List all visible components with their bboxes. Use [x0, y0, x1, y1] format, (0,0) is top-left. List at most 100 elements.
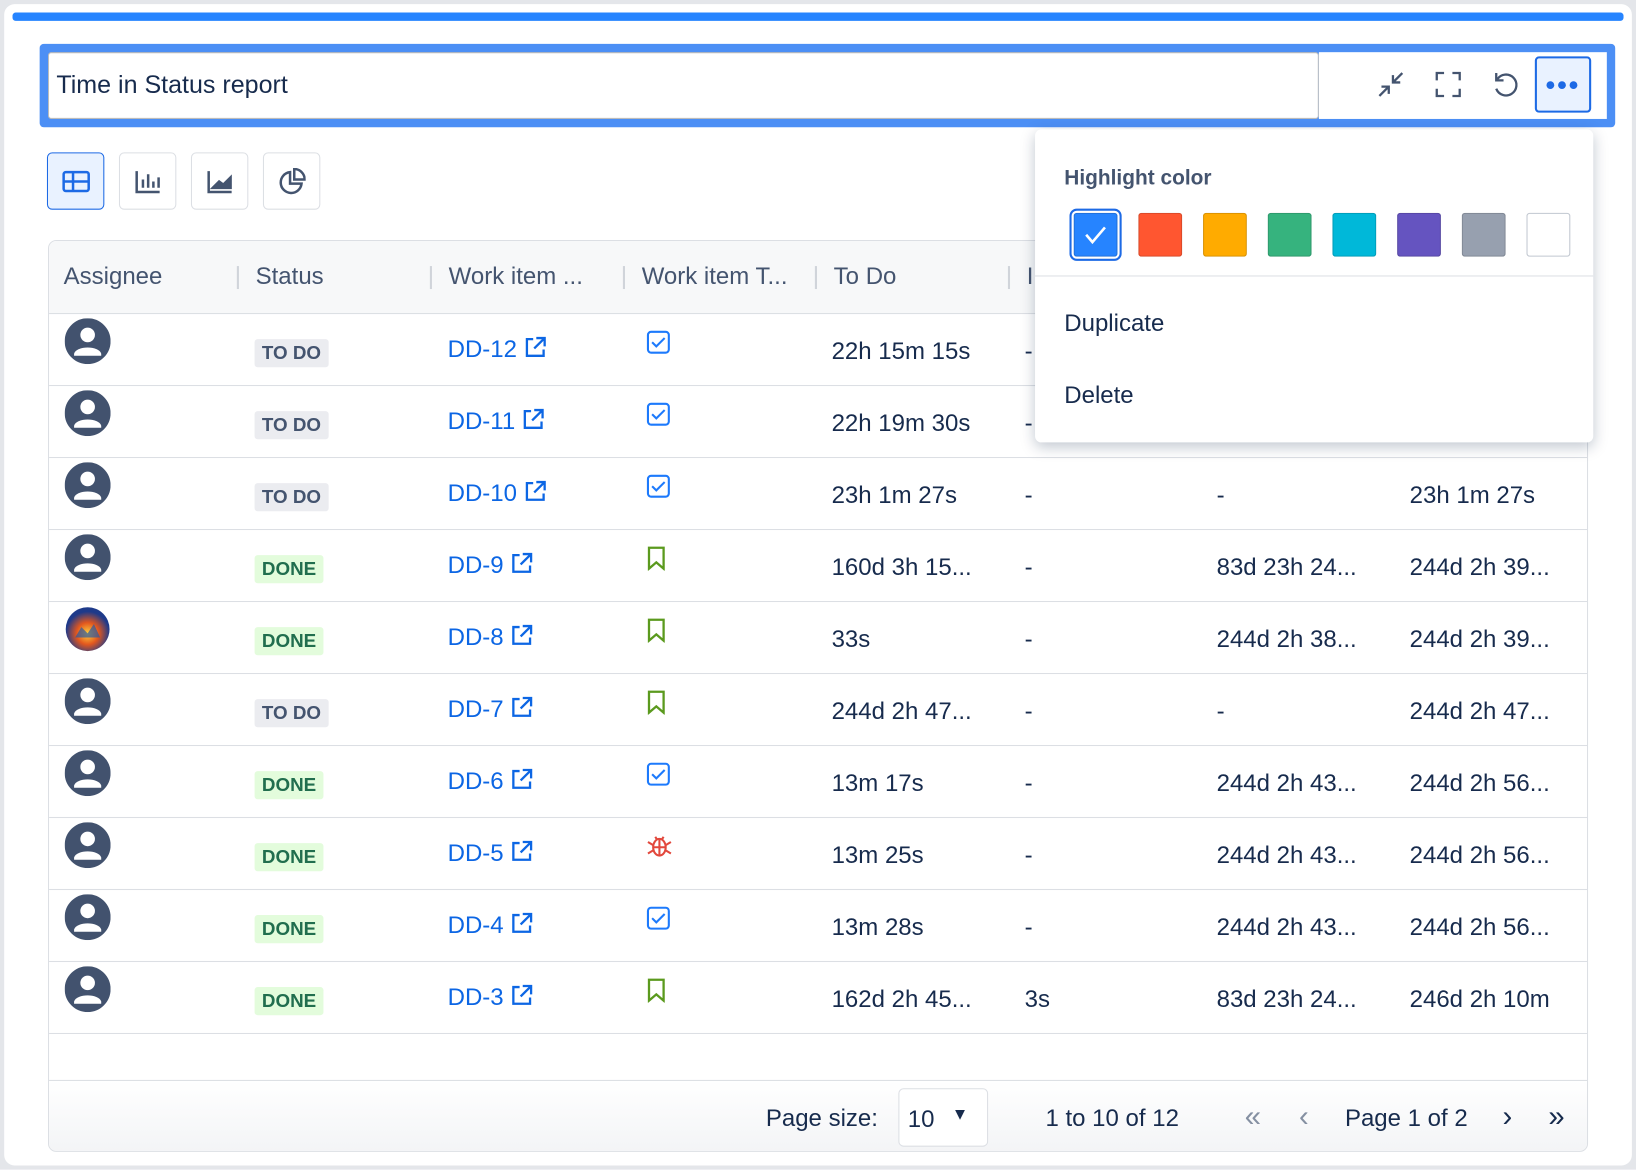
work-item-link[interactable]: DD-11 — [448, 407, 545, 435]
time-cell: 162d 2h 45... — [831, 984, 972, 1013]
area-chart-view-button[interactable] — [190, 152, 249, 210]
next-page-icon[interactable]: › — [1502, 1099, 1513, 1133]
work-item-link[interactable]: DD-12 — [448, 335, 547, 363]
fullscreen-icon[interactable] — [1420, 56, 1476, 112]
external-link-icon — [523, 408, 544, 429]
highlight-color-swatch[interactable] — [1138, 212, 1183, 257]
work-item-key: DD-4 — [447, 910, 504, 939]
highlight-color-label: Highlight color — [1064, 166, 1212, 190]
column-resize-handle[interactable] — [236, 266, 239, 290]
time-cell: - — [1024, 624, 1033, 653]
accent-bar — [12, 12, 1624, 21]
work-item-link[interactable]: DD-4 — [448, 911, 534, 939]
task-type-icon — [646, 906, 671, 936]
work-item-link[interactable]: DD-5 — [448, 839, 534, 867]
highlight-color-swatch[interactable] — [1203, 212, 1247, 257]
column-header[interactable]: Work item T... — [641, 261, 788, 290]
bar-chart-view-button[interactable] — [118, 152, 177, 210]
column-resize-handle[interactable] — [429, 266, 432, 290]
work-item-link[interactable]: DD-9 — [448, 551, 534, 579]
time-cell: - — [1216, 696, 1225, 725]
avatar — [64, 894, 111, 945]
time-cell: 23h 1m 27s — [831, 481, 958, 509]
refresh-icon[interactable] — [1477, 56, 1533, 112]
time-cell: 244d 2h 43... — [1216, 840, 1357, 869]
pie-chart-view-button[interactable] — [262, 152, 321, 210]
menu-item-duplicate[interactable]: Duplicate — [1064, 308, 1165, 336]
previous-page-icon[interactable]: ‹ — [1299, 1099, 1309, 1133]
column-header[interactable]: Status — [255, 261, 324, 290]
column-resize-handle[interactable] — [622, 266, 625, 290]
work-item-key: DD-8 — [447, 622, 504, 651]
table-row: DONE DD-9 160d 3h 15... - 83d 23h 24... 244d… — [49, 530, 1588, 603]
external-link-icon — [525, 336, 546, 357]
task-type-icon — [646, 762, 671, 792]
table-row: DONE DD-3 162d 2h 45... 3s 83d 23h 24... 246… — [49, 962, 1588, 1035]
avatar — [64, 750, 111, 801]
column-header[interactable]: Work item ... — [448, 261, 583, 290]
highlight-color-swatch[interactable] — [1073, 212, 1118, 257]
first-page-icon[interactable]: « — [1244, 1099, 1262, 1133]
time-cell: 160d 3h 15... — [831, 553, 972, 581]
time-cell: - — [1024, 409, 1033, 437]
external-link-icon — [512, 768, 533, 789]
highlight-color-swatch[interactable] — [1397, 212, 1441, 257]
highlight-color-swatch[interactable] — [1526, 212, 1571, 257]
work-item-link[interactable]: DD-10 — [448, 479, 547, 507]
bug-type-icon — [646, 834, 673, 864]
highlight-color-swatch[interactable] — [1461, 212, 1506, 257]
last-page-icon[interactable]: » — [1548, 1099, 1565, 1133]
avatar — [64, 966, 111, 1017]
work-item-key: DD-5 — [447, 838, 504, 867]
check-icon — [1085, 226, 1106, 245]
external-link-icon — [512, 696, 533, 717]
work-item-link[interactable]: DD-3 — [448, 983, 534, 1011]
page-size-select[interactable]: 10 ▼ — [898, 1088, 989, 1147]
work-item-key: DD-7 — [447, 694, 504, 723]
time-cell: 244d 2h 56... — [1409, 912, 1550, 941]
external-link-icon — [512, 840, 533, 861]
area-chart-icon — [206, 170, 232, 193]
task-type-icon — [646, 330, 671, 360]
more-options-button[interactable]: ••• — [1534, 56, 1592, 113]
title-toolbar: ••• — [1318, 52, 1607, 119]
time-cell: 13m 28s — [831, 912, 924, 941]
story-type-icon — [646, 546, 667, 576]
column-resize-handle[interactable] — [1007, 266, 1011, 290]
column-header[interactable]: Assignee — [63, 261, 163, 290]
time-cell: - — [1216, 481, 1225, 509]
column-resize-handle[interactable] — [814, 266, 817, 290]
work-item-key: DD-9 — [447, 550, 504, 579]
table-view-button[interactable] — [46, 152, 105, 210]
work-item-link[interactable]: DD-8 — [448, 623, 534, 651]
time-cell: - — [1024, 337, 1033, 365]
menu-item-delete[interactable]: Delete — [1064, 380, 1134, 408]
column-header[interactable]: To Do — [833, 261, 897, 290]
table-row: TO DO DD-12 22h 15m 15s - — [49, 314, 1588, 387]
work-item-link[interactable]: DD-7 — [448, 695, 534, 723]
caret-down-icon: ▼ — [951, 1106, 969, 1124]
menu-divider — [1035, 275, 1594, 277]
highlight-color-swatch[interactable] — [1267, 212, 1312, 257]
story-type-icon — [646, 978, 667, 1008]
column-header[interactable]: I — [1026, 261, 1034, 290]
page-label: Page 1 of 2 — [1344, 1103, 1468, 1132]
status-badge: DONE — [254, 771, 324, 800]
time-cell: 244d 2h 47... — [831, 696, 972, 725]
time-cell: 22h 19m 30s — [831, 409, 971, 437]
external-link-icon — [512, 624, 533, 645]
external-link-icon — [525, 480, 546, 501]
table-row: DONE DD-4 13m 28s - 244d 2h 43... 244d 2h 56… — [49, 890, 1588, 963]
work-item-key: DD-12 — [447, 334, 517, 363]
status-badge: DONE — [254, 555, 324, 584]
highlight-color-swatch[interactable] — [1332, 212, 1377, 257]
time-cell: 22h 15m 15s — [831, 337, 971, 365]
work-item-key: DD-10 — [447, 478, 517, 507]
status-badge: TO DO — [254, 699, 329, 728]
work-item-link[interactable]: DD-6 — [448, 767, 534, 795]
table-row: TO DO DD-11 22h 19m 30s - — [49, 386, 1588, 459]
collapse-icon[interactable] — [1363, 56, 1419, 112]
avatar — [64, 534, 111, 585]
report-title-input[interactable]: Time in Status report — [47, 52, 1319, 119]
story-type-icon — [646, 618, 667, 648]
